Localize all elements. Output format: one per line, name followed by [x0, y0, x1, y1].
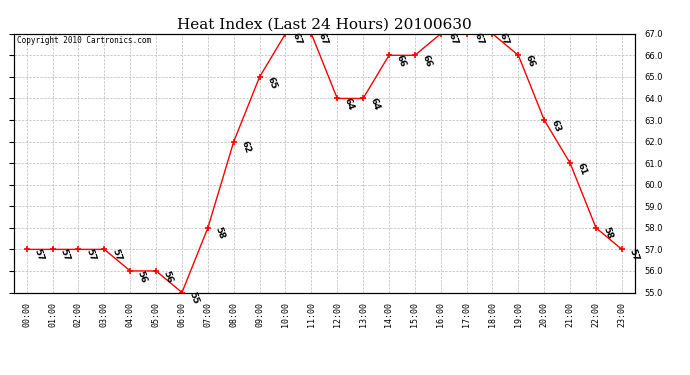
- Text: 61: 61: [575, 161, 589, 176]
- Text: 66: 66: [395, 54, 407, 68]
- Text: 57: 57: [84, 248, 97, 262]
- Text: 66: 66: [420, 54, 433, 68]
- Text: 57: 57: [627, 248, 640, 262]
- Text: 65: 65: [265, 75, 278, 90]
- Text: 67: 67: [446, 32, 459, 47]
- Text: 57: 57: [32, 248, 45, 262]
- Text: 67: 67: [291, 32, 304, 47]
- Text: 58: 58: [213, 226, 226, 241]
- Text: Copyright 2010 Cartronics.com: Copyright 2010 Cartronics.com: [17, 36, 151, 45]
- Text: 67: 67: [498, 32, 511, 47]
- Text: 66: 66: [524, 54, 537, 68]
- Text: 63: 63: [550, 118, 562, 133]
- Text: 64: 64: [343, 97, 355, 111]
- Text: 57: 57: [58, 248, 71, 262]
- Text: 56: 56: [136, 269, 148, 284]
- Text: 64: 64: [368, 97, 382, 111]
- Title: Heat Index (Last 24 Hours) 20100630: Heat Index (Last 24 Hours) 20100630: [177, 17, 472, 31]
- Text: 56: 56: [161, 269, 175, 284]
- Text: 67: 67: [472, 32, 485, 47]
- Text: 58: 58: [602, 226, 614, 241]
- Text: 57: 57: [110, 248, 123, 262]
- Text: 67: 67: [317, 32, 330, 47]
- Text: 55: 55: [188, 291, 200, 306]
- Text: 62: 62: [239, 140, 252, 154]
